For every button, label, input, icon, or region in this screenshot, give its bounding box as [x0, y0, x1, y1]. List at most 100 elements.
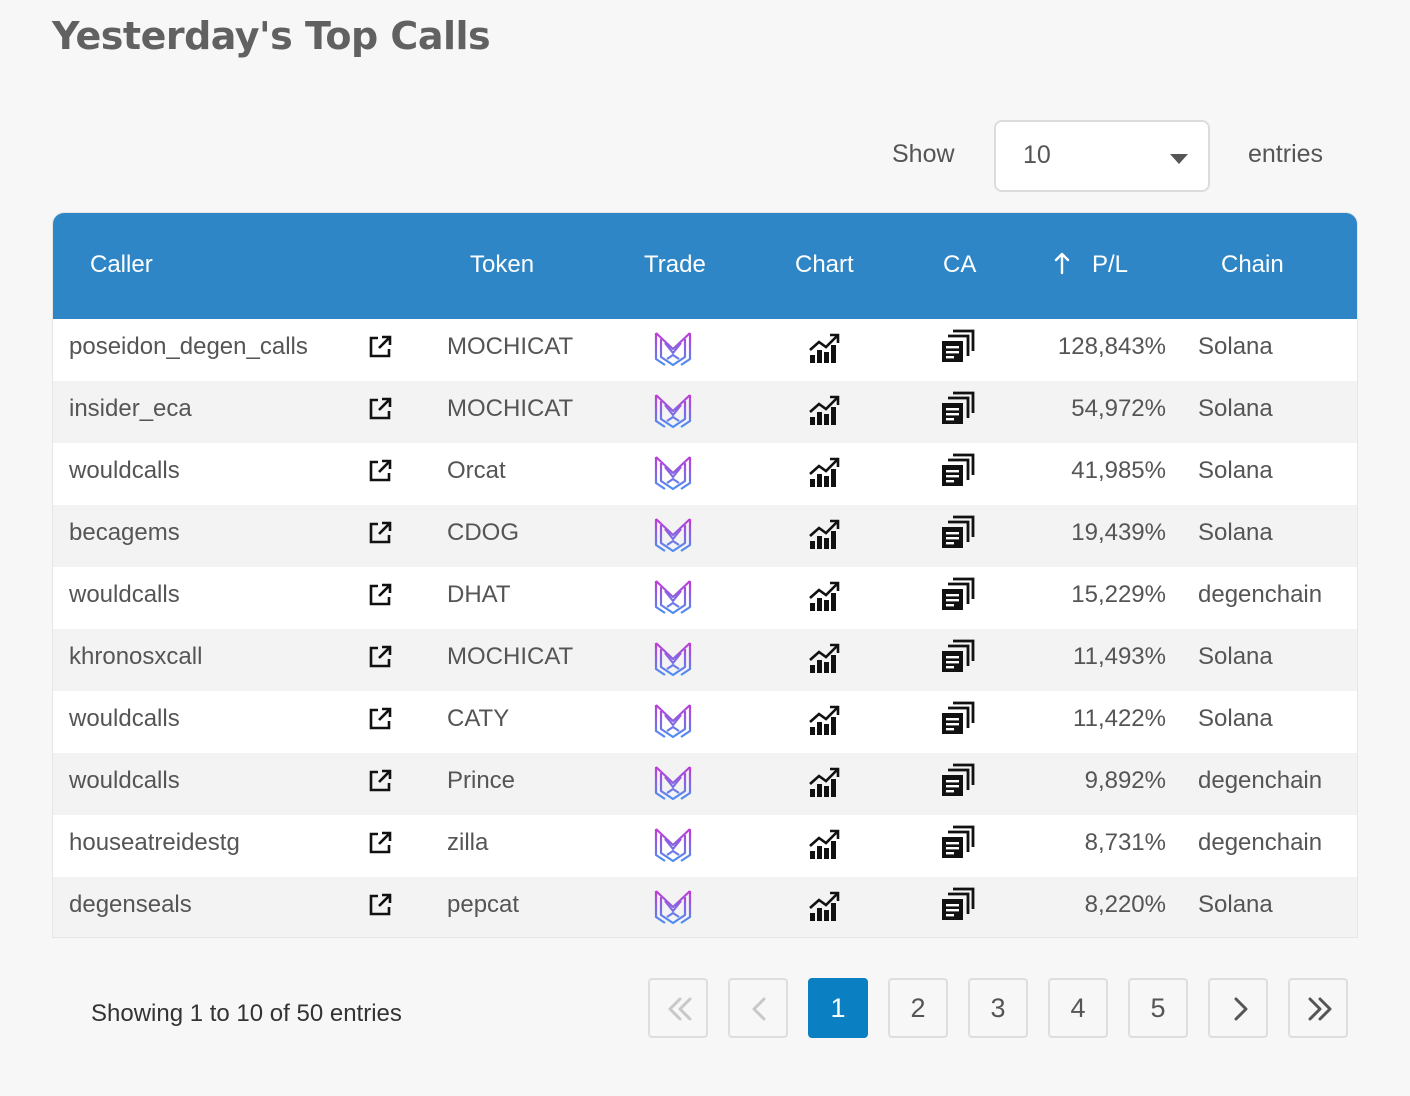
- trade-logo-icon[interactable]: [653, 453, 693, 496]
- trade-logo-icon[interactable]: [653, 391, 693, 434]
- chain-name: Solana: [1198, 333, 1273, 360]
- page-button-4[interactable]: 4: [1048, 978, 1108, 1038]
- last-page-button[interactable]: [1288, 978, 1348, 1038]
- trade-logo-icon[interactable]: [653, 887, 693, 930]
- token-name: MOCHICAT: [447, 333, 574, 360]
- copy-icon[interactable]: [941, 701, 975, 740]
- table-info: Showing 1 to 10 of 50 entries: [91, 1000, 402, 1027]
- caller-name: wouldcalls: [69, 705, 180, 732]
- chart-icon[interactable]: [807, 765, 841, 804]
- chart-icon[interactable]: [807, 703, 841, 742]
- entries-per-page-select[interactable]: 10: [994, 120, 1210, 192]
- copy-icon[interactable]: [941, 515, 975, 554]
- caret-down-icon: [1170, 154, 1188, 164]
- table-row: khronosxcall MOCHICAT 11,493% Solana: [53, 629, 1357, 691]
- sort-arrow-up-icon[interactable]: [1053, 251, 1071, 277]
- table-header: Caller Token Trade Chart CA P/L Chain: [53, 213, 1357, 319]
- chevron-left-icon: [752, 997, 766, 1021]
- copy-icon[interactable]: [941, 453, 975, 492]
- chart-icon[interactable]: [807, 579, 841, 618]
- column-header-caller[interactable]: Caller: [90, 251, 153, 278]
- column-header-chart[interactable]: Chart: [795, 251, 854, 278]
- external-link-icon[interactable]: [367, 458, 393, 489]
- token-name: DHAT: [447, 581, 511, 608]
- trade-logo-icon[interactable]: [653, 825, 693, 868]
- column-header-ca[interactable]: CA: [943, 251, 977, 278]
- calls-table: Caller Token Trade Chart CA P/L Chain po…: [52, 212, 1358, 938]
- chain-name: Solana: [1198, 643, 1273, 670]
- token-name: MOCHICAT: [447, 395, 574, 422]
- token-name: CDOG: [447, 519, 519, 546]
- pl-value: 41,985%: [1071, 457, 1166, 484]
- external-link-icon[interactable]: [367, 582, 393, 613]
- copy-icon[interactable]: [941, 577, 975, 616]
- caller-name: wouldcalls: [69, 767, 180, 794]
- chart-icon[interactable]: [807, 889, 841, 928]
- chevron-right-icon: [1234, 997, 1248, 1021]
- trade-logo-icon[interactable]: [653, 701, 693, 744]
- trade-logo-icon[interactable]: [653, 329, 693, 372]
- column-header-token[interactable]: Token: [470, 251, 535, 278]
- table-row: wouldcalls Orcat 41,985% Solana: [53, 443, 1357, 505]
- chart-icon[interactable]: [807, 517, 841, 556]
- external-link-icon[interactable]: [367, 334, 393, 365]
- page-button-2[interactable]: 2: [888, 978, 948, 1038]
- table-row: degenseals pepcat 8,220% Solana: [53, 877, 1357, 937]
- page-button-1[interactable]: 1: [808, 978, 868, 1038]
- chart-icon[interactable]: [807, 393, 841, 432]
- external-link-icon[interactable]: [367, 396, 393, 427]
- token-name: pepcat: [447, 891, 520, 918]
- external-link-icon[interactable]: [367, 892, 393, 923]
- trade-logo-icon[interactable]: [653, 639, 693, 682]
- trade-logo-icon[interactable]: [653, 577, 693, 620]
- pl-value: 8,731%: [1084, 829, 1166, 856]
- next-page-button[interactable]: [1208, 978, 1268, 1038]
- table-row: wouldcalls Prince 9,892% degenchain: [53, 753, 1357, 815]
- pl-value: 11,422%: [1073, 705, 1166, 732]
- table-row: insider_eca MOCHICAT 54,972% Solana: [53, 381, 1357, 443]
- caller-name: becagems: [69, 519, 180, 546]
- chain-name: Solana: [1198, 519, 1273, 546]
- column-header-pl[interactable]: P/L: [1092, 251, 1129, 278]
- caller-name: poseidon_degen_calls: [69, 333, 308, 360]
- caller-name: insider_eca: [69, 395, 192, 422]
- double-chevron-right-icon: [1308, 997, 1332, 1021]
- page-button-3[interactable]: 3: [968, 978, 1028, 1038]
- copy-icon[interactable]: [941, 391, 975, 430]
- chain-name: degenchain: [1198, 767, 1323, 794]
- previous-page-button[interactable]: [728, 978, 788, 1038]
- column-header-trade[interactable]: Trade: [644, 251, 706, 278]
- chart-icon[interactable]: [807, 641, 841, 680]
- token-name: MOCHICAT: [447, 643, 574, 670]
- chart-icon[interactable]: [807, 827, 841, 866]
- chain-name: Solana: [1198, 705, 1273, 732]
- token-name: Orcat: [447, 457, 506, 484]
- table-row: poseidon_degen_calls MOCHICAT 128,843% Sola…: [53, 319, 1357, 381]
- pl-value: 19,439%: [1071, 519, 1166, 546]
- chart-icon[interactable]: [807, 331, 841, 370]
- external-link-icon[interactable]: [367, 520, 393, 551]
- trade-logo-icon[interactable]: [653, 515, 693, 558]
- chain-name: degenchain: [1198, 829, 1323, 856]
- column-header-chain[interactable]: Chain: [1221, 251, 1284, 278]
- trade-logo-icon[interactable]: [653, 763, 693, 806]
- token-name: CATY: [447, 705, 510, 732]
- copy-icon[interactable]: [941, 639, 975, 678]
- chain-name: degenchain: [1198, 581, 1323, 608]
- external-link-icon[interactable]: [367, 830, 393, 861]
- chart-icon[interactable]: [807, 455, 841, 494]
- external-link-icon[interactable]: [367, 706, 393, 737]
- pl-value: 54,972%: [1071, 395, 1166, 422]
- first-page-button[interactable]: [648, 978, 708, 1038]
- caller-name: wouldcalls: [69, 457, 180, 484]
- copy-icon[interactable]: [941, 887, 975, 926]
- caller-name: houseatreidestg: [69, 829, 240, 856]
- caller-name: degenseals: [69, 891, 192, 918]
- chain-name: Solana: [1198, 457, 1273, 484]
- external-link-icon[interactable]: [367, 768, 393, 799]
- copy-icon[interactable]: [941, 825, 975, 864]
- copy-icon[interactable]: [941, 763, 975, 802]
- external-link-icon[interactable]: [367, 644, 393, 675]
- copy-icon[interactable]: [941, 329, 975, 368]
- page-button-5[interactable]: 5: [1128, 978, 1188, 1038]
